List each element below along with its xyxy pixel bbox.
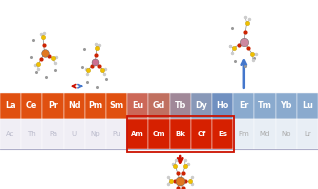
Bar <box>233 119 254 149</box>
Text: La: La <box>5 101 16 110</box>
Bar <box>106 93 127 119</box>
Text: Tm: Tm <box>258 101 272 110</box>
Bar <box>106 119 127 149</box>
Text: Yb: Yb <box>280 101 292 110</box>
Bar <box>297 93 318 119</box>
Bar <box>276 93 297 119</box>
Text: Sm: Sm <box>109 101 124 110</box>
Text: Pa: Pa <box>49 131 57 137</box>
Text: Cf: Cf <box>197 131 205 137</box>
Text: Ce: Ce <box>26 101 38 110</box>
Bar <box>64 119 85 149</box>
Bar <box>191 93 212 119</box>
Bar <box>0 93 318 149</box>
Bar <box>276 119 297 149</box>
Text: Ac: Ac <box>6 131 15 137</box>
Text: U: U <box>72 131 77 137</box>
Text: Np: Np <box>91 131 100 137</box>
Text: Tb: Tb <box>175 101 186 110</box>
Text: Lu: Lu <box>302 101 313 110</box>
Text: Pu: Pu <box>112 131 121 137</box>
Bar <box>21 93 42 119</box>
Bar <box>0 93 21 119</box>
Text: Es: Es <box>218 131 227 137</box>
Text: Am: Am <box>131 131 144 137</box>
Bar <box>21 119 42 149</box>
Text: Lr: Lr <box>304 131 311 137</box>
Bar <box>254 93 276 119</box>
Bar <box>212 93 233 119</box>
Bar <box>42 93 64 119</box>
Bar <box>127 116 234 152</box>
Bar <box>297 119 318 149</box>
Bar <box>0 119 21 149</box>
Bar <box>169 119 191 149</box>
Text: Md: Md <box>260 131 270 137</box>
Bar <box>254 119 276 149</box>
Bar <box>191 119 212 149</box>
Text: Nd: Nd <box>68 101 80 110</box>
Text: Gd: Gd <box>153 101 165 110</box>
Text: Pr: Pr <box>48 101 58 110</box>
Text: Pm: Pm <box>88 101 102 110</box>
Text: Bk: Bk <box>175 131 185 137</box>
Text: Th: Th <box>27 131 36 137</box>
Bar <box>149 93 169 119</box>
Bar <box>127 93 149 119</box>
Text: No: No <box>281 131 291 137</box>
Bar <box>42 119 64 149</box>
Bar <box>85 119 106 149</box>
Bar <box>169 93 191 119</box>
Text: Cm: Cm <box>153 131 165 137</box>
Bar <box>127 119 149 149</box>
Text: Ho: Ho <box>217 101 229 110</box>
Text: Fm: Fm <box>238 131 249 137</box>
Bar <box>85 93 106 119</box>
Text: Er: Er <box>239 101 248 110</box>
Bar <box>233 93 254 119</box>
Bar <box>149 119 169 149</box>
Text: Dy: Dy <box>196 101 207 110</box>
Text: Eu: Eu <box>132 101 143 110</box>
Bar <box>64 93 85 119</box>
Bar <box>212 119 233 149</box>
